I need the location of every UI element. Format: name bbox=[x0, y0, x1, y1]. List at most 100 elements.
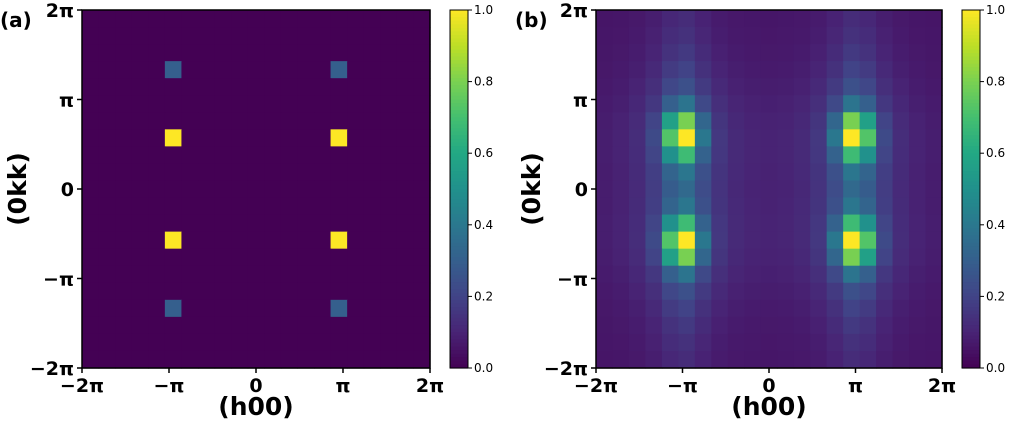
heatmap-cell bbox=[380, 146, 398, 165]
heatmap-cell bbox=[793, 95, 811, 113]
heatmap-cell bbox=[214, 214, 232, 233]
heatmap-cell bbox=[214, 282, 232, 301]
y-tick-label: −π bbox=[557, 269, 588, 291]
x-ticks-a: −2π −π 0 π 2π bbox=[60, 368, 444, 397]
heatmap-cell bbox=[264, 214, 282, 233]
heatmap-cell bbox=[82, 61, 100, 79]
heatmap-cell bbox=[297, 146, 315, 165]
heatmap-cell bbox=[678, 78, 696, 96]
heatmap-cell bbox=[925, 248, 943, 267]
heatmap-cell bbox=[347, 163, 365, 182]
heatmap-cell bbox=[82, 146, 100, 165]
colorbar-segment bbox=[962, 325, 980, 330]
heatmap-cell bbox=[363, 112, 381, 130]
colorbar-segment bbox=[962, 85, 980, 90]
heatmap-cell bbox=[694, 146, 712, 165]
colorbar-segment bbox=[450, 35, 468, 40]
heatmap-cell bbox=[744, 299, 762, 318]
heatmap-cell bbox=[925, 78, 943, 96]
heatmap-cell bbox=[744, 44, 762, 62]
colorbar-segment bbox=[450, 289, 468, 294]
heatmap-cell bbox=[777, 95, 795, 113]
heatmap-cell bbox=[264, 265, 282, 284]
heatmap-cell bbox=[826, 95, 844, 113]
heatmap-cell bbox=[859, 282, 877, 301]
heatmap-cell bbox=[314, 112, 332, 130]
heatmap-cell bbox=[231, 112, 249, 130]
colorbar-segment bbox=[962, 292, 980, 297]
y-tick-label: −π bbox=[43, 269, 74, 291]
heatmap-cell bbox=[810, 231, 828, 250]
heatmap-cell bbox=[793, 78, 811, 96]
heatmap-cell bbox=[98, 78, 116, 96]
colorbar-segment bbox=[962, 63, 980, 68]
heatmap-cell bbox=[347, 316, 365, 335]
heatmap-cell bbox=[925, 129, 943, 147]
heatmap-cell bbox=[777, 61, 795, 79]
heatmap-cell bbox=[413, 146, 431, 165]
heatmap-cell bbox=[330, 112, 348, 130]
heatmap-cell bbox=[876, 78, 894, 96]
colorbar-segment bbox=[450, 317, 468, 323]
heatmap-cell bbox=[198, 214, 216, 233]
heatmap-cell bbox=[98, 282, 116, 301]
heatmap-cell bbox=[181, 78, 199, 96]
heatmap-cell bbox=[859, 350, 877, 369]
heatmap-cell bbox=[280, 197, 299, 216]
colorbar-segment bbox=[962, 339, 980, 344]
heatmap-cell bbox=[347, 10, 365, 28]
heatmap-cell bbox=[892, 10, 910, 28]
heatmap-cell bbox=[314, 10, 332, 28]
heatmap-cell bbox=[347, 350, 365, 369]
heatmap-cell bbox=[280, 333, 299, 352]
heatmap-cell bbox=[661, 10, 679, 28]
heatmap-cell bbox=[330, 231, 348, 250]
heatmap-cell bbox=[231, 10, 249, 28]
heatmap-cell bbox=[363, 78, 381, 96]
heatmap-cell bbox=[297, 95, 315, 113]
heatmap-cell bbox=[925, 197, 943, 216]
heatmap-cell bbox=[347, 112, 365, 130]
heatmap-cell bbox=[727, 316, 745, 335]
heatmap-cell bbox=[131, 146, 149, 165]
heatmap-cell bbox=[876, 282, 894, 301]
heatmap-cell bbox=[131, 214, 149, 233]
heatmap-cell bbox=[645, 129, 663, 147]
heatmap-cell bbox=[727, 197, 745, 216]
heatmap-cell bbox=[131, 316, 149, 335]
heatmap-cell bbox=[612, 350, 630, 369]
heatmap-cell bbox=[645, 61, 663, 79]
colorbar-segment bbox=[450, 131, 468, 136]
heatmap-cell bbox=[363, 180, 381, 199]
heatmap-cell bbox=[82, 248, 100, 267]
heatmap-cell bbox=[760, 350, 778, 369]
heatmap-cell bbox=[363, 129, 381, 147]
heatmap-cell bbox=[925, 112, 943, 130]
heatmap-cell bbox=[231, 78, 249, 96]
heatmap-cell bbox=[596, 163, 614, 182]
heatmap-cell bbox=[909, 214, 927, 233]
heatmap-cell bbox=[98, 95, 116, 113]
heatmap-cell bbox=[231, 316, 249, 335]
heatmap-cell bbox=[843, 265, 861, 284]
heatmap-cell bbox=[314, 44, 332, 62]
heatmap-cell bbox=[661, 180, 679, 199]
heatmap-cell bbox=[628, 10, 647, 28]
heatmap-cell bbox=[744, 146, 762, 165]
heatmap-cell bbox=[793, 248, 811, 267]
colorbar-segment bbox=[962, 246, 980, 251]
heatmap-cell bbox=[363, 231, 381, 250]
heatmap-cell bbox=[330, 44, 348, 62]
heatmap-cell bbox=[280, 214, 299, 233]
heatmap-cell bbox=[909, 231, 927, 250]
heatmap-cell bbox=[330, 163, 348, 182]
heatmap-cell bbox=[925, 95, 943, 113]
heatmap-cell bbox=[876, 316, 894, 335]
heatmap-cell bbox=[694, 197, 712, 216]
colorbar-segment bbox=[450, 339, 468, 344]
heatmap-cell bbox=[876, 350, 894, 369]
heatmap-cell bbox=[247, 299, 265, 318]
heatmap-cell bbox=[744, 248, 762, 267]
heatmap-cell bbox=[115, 231, 133, 250]
heatmap-cell bbox=[297, 78, 315, 96]
